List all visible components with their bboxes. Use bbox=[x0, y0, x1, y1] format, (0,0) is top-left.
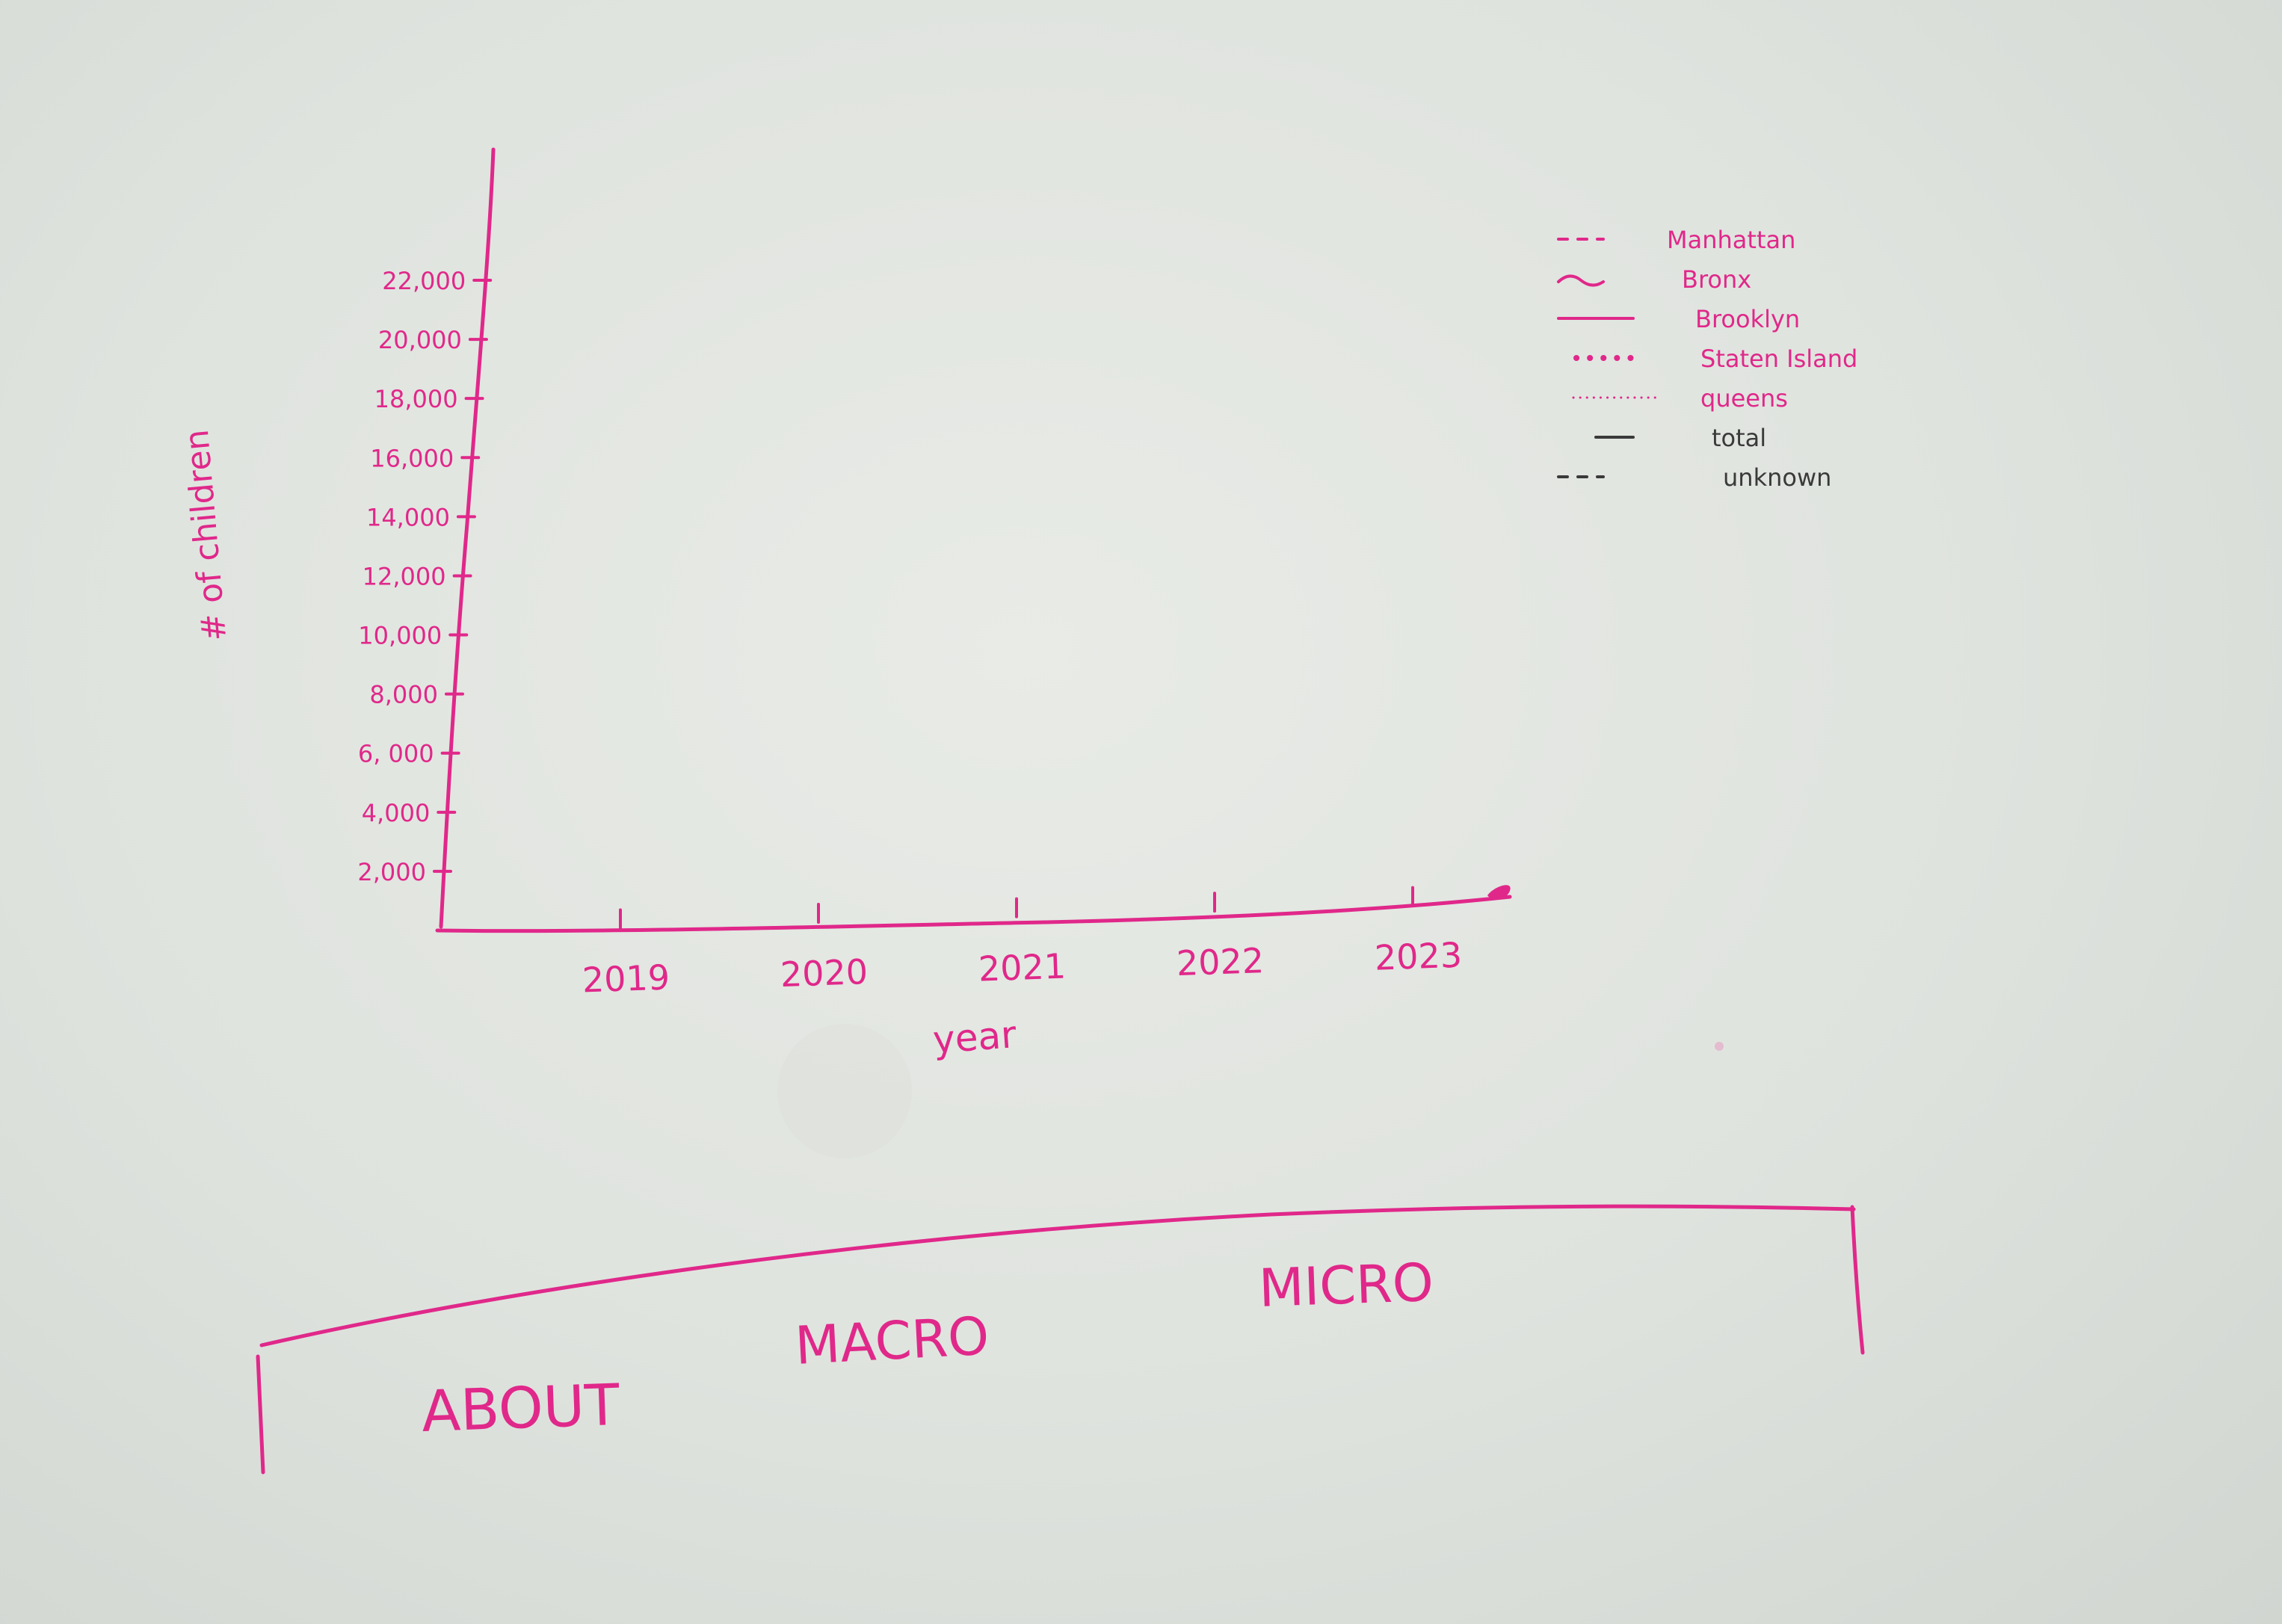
x-tick-label: 2021 bbox=[978, 946, 1067, 989]
y-tick-label: 16,000 bbox=[370, 444, 454, 472]
y-tick-label: 14,000 bbox=[366, 503, 450, 531]
legend-label: unknown bbox=[1723, 463, 1831, 492]
x-axis-line bbox=[435, 895, 1512, 933]
y-tick-label: 22,000 bbox=[382, 267, 466, 295]
y-tick-label: 18,000 bbox=[374, 385, 458, 413]
x-tick-label: 2023 bbox=[1374, 935, 1463, 978]
x-axis-title: year bbox=[931, 1013, 1018, 1062]
legend-label: total bbox=[1712, 424, 1766, 452]
chart-legend: Manhattan Bronx Brooklyn Staten Island queen… bbox=[1557, 226, 1857, 492]
y-tick-label: 20,000 bbox=[378, 326, 462, 354]
line-chart-sketch: 2,000 4,000 6, 000 8,000 10,000 12,000 14,000 1… bbox=[178, 147, 1512, 1062]
nav-tab-micro[interactable]: MICRO bbox=[1258, 1252, 1434, 1319]
y-tick-group: 2,000 4,000 6, 000 8,000 10,000 12,000 14,000 1… bbox=[357, 267, 493, 886]
paper-smudge bbox=[777, 1024, 912, 1158]
legend-label: Brooklyn bbox=[1695, 305, 1800, 333]
y-tick-label: 6, 000 bbox=[358, 740, 434, 768]
legend-label: queens bbox=[1700, 384, 1788, 413]
y-tick-label: 12,000 bbox=[363, 562, 446, 590]
nav-tab-macro[interactable]: MACRO bbox=[794, 1305, 991, 1376]
x-axis-ink-blob bbox=[1487, 885, 1511, 900]
x-tick-label: 2022 bbox=[1176, 940, 1265, 984]
nav-left-edge bbox=[256, 1354, 265, 1475]
x-tick-group: 2019 2020 2021 2022 2023 bbox=[582, 886, 1463, 1001]
y-tick-label: 8,000 bbox=[369, 681, 438, 709]
x-tick-label: 2019 bbox=[582, 957, 670, 1001]
y-axis-line bbox=[439, 147, 496, 929]
x-tick-label: 2020 bbox=[780, 951, 869, 995]
legend-label: Bronx bbox=[1682, 265, 1751, 294]
nav-top-edge bbox=[259, 1204, 1856, 1347]
legend-label: Manhattan bbox=[1667, 226, 1795, 254]
navigation-bar-sketch: ABOUT MACRO MICRO bbox=[256, 1204, 1865, 1475]
y-axis-title: # of children bbox=[178, 428, 235, 643]
legend-label: Staten Island bbox=[1700, 345, 1857, 373]
legend-symbol-wavy bbox=[1557, 274, 1605, 287]
y-tick-label: 4,000 bbox=[362, 799, 431, 827]
ink-speck bbox=[1715, 1042, 1724, 1051]
nav-right-edge bbox=[1850, 1205, 1865, 1355]
nav-tab-about[interactable]: ABOUT bbox=[421, 1371, 621, 1445]
y-tick-label: 2,000 bbox=[357, 858, 426, 886]
y-tick-label: 10,000 bbox=[358, 622, 442, 650]
